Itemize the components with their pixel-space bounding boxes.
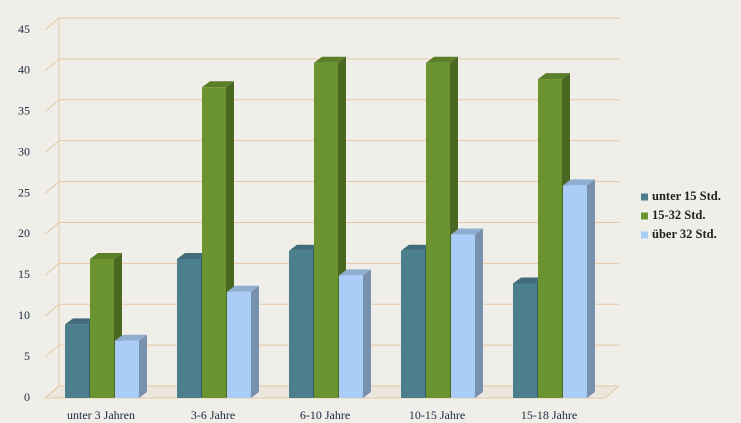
legend-swatch [641, 193, 648, 201]
legend-swatch [641, 212, 648, 220]
bar-front [115, 340, 139, 398]
grid-line [44, 303, 60, 317]
bar-front [177, 258, 201, 398]
bar-front [426, 62, 450, 398]
bar [115, 334, 147, 398]
legend-swatch [641, 231, 648, 239]
x-tick-label: 6-10 Jahre [300, 408, 350, 422]
grid-line [44, 140, 60, 154]
bar [90, 252, 122, 398]
bar [563, 179, 595, 398]
y-tick-label: 0 [24, 390, 30, 404]
x-tick-label: 3-6 Jahre [191, 408, 235, 422]
bar-top [314, 56, 346, 63]
bar-front [90, 258, 114, 398]
bar-top [426, 56, 458, 63]
grid-line [44, 262, 60, 276]
grid-line [44, 344, 60, 358]
grid-line [44, 385, 60, 399]
grid-line [44, 99, 60, 113]
y-tick-label: 5 [24, 349, 30, 363]
bar-side [251, 285, 259, 398]
grid-line [44, 181, 60, 194]
bar-top [538, 73, 570, 80]
y-tick-label: 15 [18, 267, 30, 281]
bar-top [289, 244, 321, 251]
legend-text: unter 15 Std. [652, 189, 721, 203]
x-tick-label: unter 3 Jahren [67, 408, 135, 422]
bar-side [587, 179, 595, 398]
bar [227, 285, 259, 398]
grid-line [44, 58, 60, 72]
grid-line [44, 222, 60, 235]
bar-front [314, 62, 338, 398]
bar-top [563, 179, 595, 186]
bar [451, 228, 483, 398]
bar-side [139, 334, 147, 398]
bar-front [65, 324, 89, 398]
bar-side [363, 269, 371, 398]
bar-top [115, 334, 147, 341]
y-tick-label: 35 [18, 104, 30, 118]
bar-front [538, 79, 562, 399]
y-tick-label: 30 [18, 144, 30, 158]
legend-text: 15-32 Std. [652, 208, 705, 222]
x-tick-label: 15-18 Jahre [521, 408, 577, 422]
bar [538, 73, 570, 399]
bar-top [202, 81, 234, 88]
bar-top [177, 252, 209, 259]
bar-side [475, 228, 483, 398]
bar-front [513, 283, 537, 398]
bar-top [339, 269, 371, 276]
bar-front [339, 275, 363, 398]
bar-top [451, 228, 483, 235]
bar-top [513, 277, 545, 284]
bar-front [289, 250, 313, 398]
bar-top [401, 244, 433, 251]
bar-top [90, 252, 122, 259]
bar-top [65, 318, 97, 325]
bar-front [451, 234, 475, 398]
grid-line [44, 17, 60, 31]
bar-front [563, 185, 587, 398]
y-tick-label: 10 [18, 308, 30, 322]
bar-front [227, 291, 251, 398]
y-tick-label: 25 [18, 185, 30, 199]
bar [339, 269, 371, 398]
bar-top [227, 285, 259, 292]
y-tick-label: 40 [18, 63, 30, 77]
y-tick-label: 20 [18, 226, 30, 240]
x-tick-label: 10-15 Jahre [409, 408, 465, 422]
bar-front [202, 87, 226, 398]
bar-front [401, 250, 425, 398]
legend-text: über 32 Std. [652, 227, 717, 241]
y-tick-label: 45 [18, 22, 30, 36]
